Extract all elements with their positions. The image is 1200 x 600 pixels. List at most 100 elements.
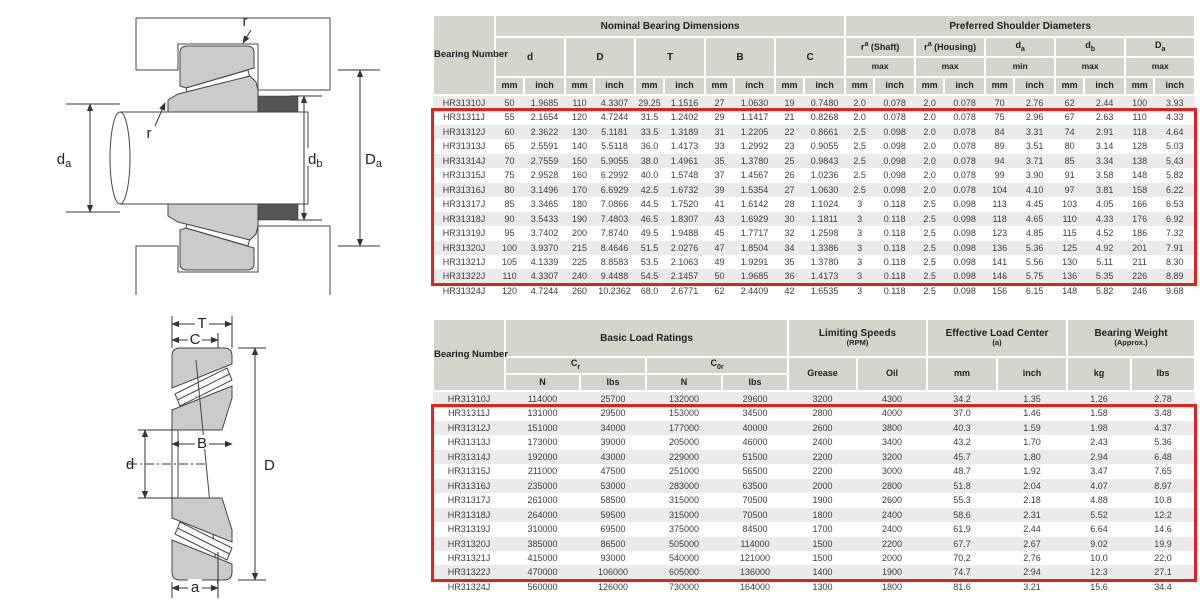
value-cell: 0.098	[883, 126, 906, 137]
dim-label-B: B	[197, 435, 207, 452]
value-cell: 46.5	[640, 213, 659, 224]
value-cell: 4.10	[1025, 184, 1044, 195]
unit-header: inch	[733, 76, 776, 96]
value-cell: 2.5591	[530, 141, 559, 152]
value-cell: 1700	[812, 524, 833, 535]
value-cell: 99	[994, 170, 1005, 181]
value-cell: 540000	[668, 552, 700, 563]
value-cell: 1.46	[1023, 408, 1041, 419]
value-cell: 1.58	[1090, 408, 1108, 419]
value-cell: 7.8740	[600, 228, 629, 239]
value-cell: 40.3	[953, 422, 971, 433]
bearing-number-cell: HR31313J	[447, 437, 491, 448]
value-cell: 41	[714, 199, 725, 210]
value-cell: 215	[571, 242, 588, 253]
unit-header: inch	[1013, 76, 1057, 96]
table-row: HR31311J 131000 29500 153000 34500 2800 4000 37…	[433, 406, 1196, 421]
value-cell: 315000	[668, 495, 700, 506]
unit-header: mm	[914, 76, 946, 96]
value-cell: 70500	[742, 509, 768, 520]
value-cell: 2.5	[853, 141, 866, 152]
value-cell: 39000	[600, 437, 626, 448]
value-cell: 70500	[742, 495, 768, 506]
value-cell: 93000	[600, 552, 626, 563]
value-cell: 2.1654	[530, 112, 559, 123]
table-row: HR31314J 70 2.7559 150 5.9055 38.0 1.4961 35 1.3…	[433, 153, 1196, 169]
value-cell: 27	[784, 184, 795, 195]
value-cell: 3.34	[1095, 155, 1114, 166]
value-cell: 164000	[739, 581, 771, 592]
unit-header: mm	[1054, 76, 1086, 96]
value-cell: 560000	[527, 581, 558, 592]
value-cell: 3200	[812, 394, 833, 404]
value-cell: 110	[1062, 213, 1077, 224]
bearing-number-cell: HR31320J	[447, 538, 491, 549]
value-cell: 6.2992	[600, 170, 629, 181]
bearing-number-cell: HR31318J	[447, 509, 491, 520]
unit-header: N	[645, 373, 723, 392]
value-cell: 9.4488	[600, 271, 629, 282]
value-cell: 2.5	[923, 199, 936, 210]
bearing-number-cell: HR31318J	[442, 213, 486, 224]
value-cell: 128	[1132, 141, 1148, 152]
r-outer-callout: r	[243, 13, 252, 44]
value-cell: 36.0	[640, 141, 659, 152]
value-cell: 97	[1064, 184, 1075, 195]
unit-header: lbs	[721, 373, 789, 392]
value-cell: 0.098	[953, 285, 976, 296]
value-cell: 80	[504, 184, 515, 195]
value-cell: 51.8	[953, 480, 971, 491]
col-header-r-shaft: ra (Shaft)	[844, 36, 917, 58]
value-cell: 2.94	[1023, 567, 1041, 578]
value-cell: 2.44	[1095, 98, 1114, 108]
col-header-bearing-number: Bearing Number	[432, 14, 508, 96]
d-dimension: d	[126, 429, 178, 499]
bearing-number-cell: HR31314J	[447, 451, 491, 462]
value-cell: 1.70	[1023, 437, 1041, 448]
value-cell: 34500	[742, 408, 768, 419]
upper-bearing-section	[167, 45, 299, 113]
group-header-load-center: Effective Load Center (a)	[926, 318, 1069, 358]
col-header-D: D	[564, 36, 636, 78]
value-cell: 105	[501, 256, 518, 267]
value-cell: 0.118	[883, 256, 906, 267]
value-cell: 81.6	[953, 581, 971, 592]
bearing-number-cell: HR31324J	[447, 581, 491, 592]
value-cell: 21	[784, 112, 795, 123]
bearing-number-cell: HR31320J	[442, 242, 486, 253]
value-cell: 2.5	[853, 184, 866, 195]
value-cell: 74	[1064, 126, 1075, 137]
value-cell: 6.6929	[600, 184, 629, 195]
bearing-number-cell: HR31324J	[442, 285, 486, 296]
value-cell: 148	[1132, 170, 1148, 181]
bearing-number-cell: HR31317J	[442, 199, 486, 210]
value-cell: 4.7244	[600, 112, 629, 123]
value-cell: 2.18	[1023, 495, 1041, 506]
group-header-limiting-speeds: Limiting Speeds (RPM)	[786, 318, 929, 358]
group-header-bearing-weight: Bearing Weight (Approx.)	[1066, 318, 1197, 358]
value-cell: 61.9	[953, 524, 971, 535]
value-cell: 1500	[812, 552, 833, 563]
value-cell: 148	[1062, 285, 1078, 296]
value-cell: 2800	[881, 480, 903, 491]
value-cell: 1.0630	[740, 98, 769, 108]
dim-label-r-inner: r	[147, 125, 152, 142]
unit-header: lbs	[579, 373, 647, 392]
value-cell: 34000	[600, 422, 626, 433]
C-dimension: C	[171, 331, 219, 348]
value-cell: 5.03	[1165, 141, 1184, 152]
col-header-Cr: Cr	[504, 356, 647, 375]
value-cell: 1.7520	[670, 199, 699, 210]
unit-header: inch	[1083, 76, 1127, 96]
value-cell: 6.48	[1154, 451, 1172, 462]
value-cell: 2.3622	[530, 126, 559, 137]
value-cell: 730000	[668, 581, 700, 592]
value-cell: 283000	[668, 480, 700, 491]
value-cell: 47	[714, 242, 725, 253]
value-cell: 15.6	[1090, 581, 1108, 592]
table-row: HR31313J 173000 39000 205000 46000 2400 3400 43…	[433, 435, 1196, 450]
value-cell: 3	[857, 213, 863, 224]
col-header-lbs: lbs	[1130, 356, 1197, 392]
value-cell: 1.1024	[810, 199, 839, 210]
value-cell: 62	[1064, 98, 1075, 108]
